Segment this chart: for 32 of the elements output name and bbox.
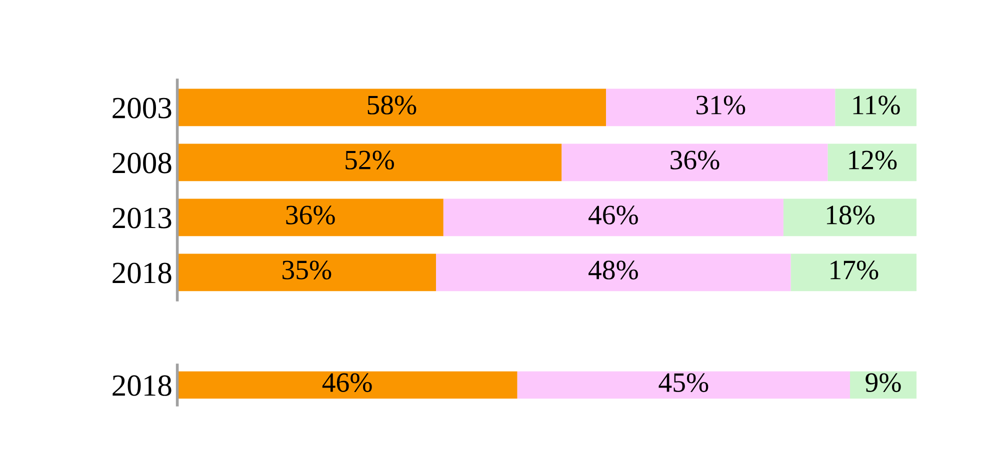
- bar: [835, 88, 917, 126]
- y-tick-label: 2018: [112, 375, 172, 396]
- data-label: 9%: [866, 373, 901, 392]
- bar: [790, 254, 917, 292]
- data-label: 46%: [588, 206, 638, 224]
- bar: [443, 198, 784, 236]
- y-tick-label: 2008: [112, 152, 172, 174]
- bar: [783, 198, 917, 236]
- data-label: 52%: [346, 150, 394, 170]
- bar: [606, 88, 836, 126]
- data-label: 58%: [368, 96, 416, 115]
- y-tick-label: 2013: [112, 208, 172, 228]
- bar: [436, 254, 791, 292]
- bar: [177, 198, 444, 236]
- bar: [177, 254, 436, 292]
- bar: [177, 88, 606, 126]
- data-label: 48%: [588, 260, 638, 280]
- data-label: 36%: [286, 206, 335, 224]
- data-label: 11%: [853, 96, 900, 115]
- data-label: 17%: [830, 260, 878, 280]
- y-tick-label: 2003: [112, 98, 172, 118]
- bar: [177, 144, 562, 182]
- bar: [562, 144, 828, 182]
- data-label: 36%: [670, 150, 720, 170]
- data-label: 45%: [658, 373, 708, 392]
- data-label: 18%: [826, 206, 874, 224]
- data-label: 46%: [322, 373, 372, 392]
- data-label: 35%: [282, 260, 332, 280]
- data-label: 31%: [696, 96, 746, 115]
- y-tick-label: 2018: [112, 262, 172, 284]
- data-label: 12%: [849, 150, 897, 170]
- bar: [828, 144, 917, 182]
